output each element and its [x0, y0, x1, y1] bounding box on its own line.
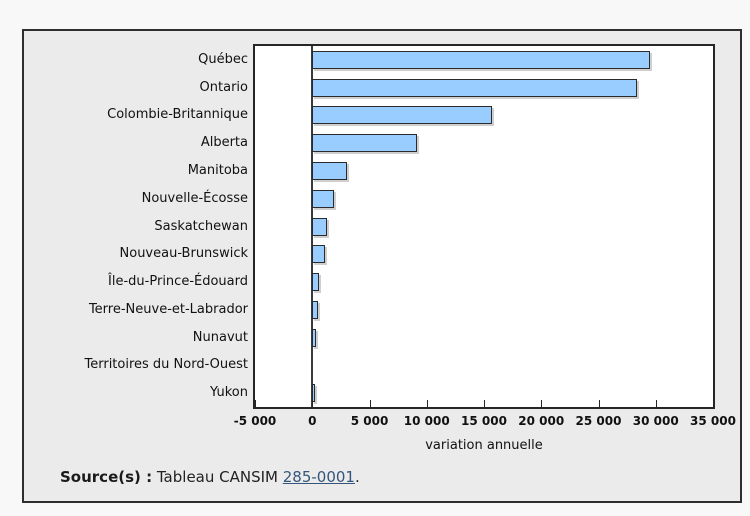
category-label: Québec: [198, 51, 248, 67]
x-axis-tick: [426, 400, 428, 407]
bar: [312, 300, 318, 319]
x-axis-tick: [255, 400, 256, 407]
x-axis-tick-label: -5 000: [233, 414, 277, 428]
x-axis-tick: [713, 400, 714, 407]
category-label: Yukon: [210, 385, 248, 401]
source-period: .: [354, 468, 360, 486]
category-label: Nouvelle-Écosse: [141, 190, 248, 206]
x-axis-tick-label: 0: [308, 414, 317, 428]
source-link[interactable]: 285-0001: [282, 468, 355, 486]
bar: [312, 245, 325, 264]
x-axis-tick-label: 35 000: [690, 414, 736, 428]
category-label: Alberta: [200, 135, 248, 151]
category-label: Ontario: [199, 79, 248, 95]
source-text: Tableau CANSIM: [152, 468, 283, 486]
chart-figure: Québec Ontario Colombie-Britannique Alberta…: [22, 29, 742, 503]
bar: [312, 328, 316, 347]
bar: [312, 161, 348, 180]
x-axis-title: variation annuelle: [425, 438, 543, 453]
x-axis-tick: [484, 400, 485, 407]
x-axis-tick-label: 5 000: [350, 414, 389, 428]
x-axis-tick-label: 20 000: [518, 414, 565, 428]
source-label: Source(s) :: [60, 468, 153, 486]
bar: [312, 384, 315, 403]
category-label: Nouveau-Brunswick: [119, 246, 248, 262]
category-label: Manitoba: [187, 162, 248, 178]
bar: [312, 106, 492, 125]
category-label: Terre-Neuve-et-Labrador: [88, 301, 248, 317]
x-axis-tick: [312, 400, 314, 407]
plot-area: [253, 44, 715, 409]
bar: [312, 189, 334, 208]
x-axis-tick: [369, 400, 371, 407]
bar: [312, 134, 418, 153]
bar: [312, 50, 650, 69]
x-axis-tick-label: 10 000: [403, 414, 450, 428]
bar: [312, 273, 320, 292]
x-axis-tick: [541, 400, 543, 407]
x-axis-tick: [655, 400, 657, 407]
category-label: Nunavut: [192, 329, 248, 345]
category-label: Île-du-Prince-Édouard: [108, 274, 248, 290]
x-axis-tick-label: 15 000: [461, 414, 507, 428]
bar: [312, 78, 638, 97]
x-axis-tick-label: 30 000: [632, 414, 679, 428]
category-label: Territoires du Nord-Ouest: [84, 357, 249, 373]
bar: [312, 217, 327, 236]
category-label: Colombie-Britannique: [107, 107, 248, 123]
x-axis-tick-label: 25 000: [575, 414, 622, 428]
x-axis-tick: [598, 400, 600, 407]
source-line: Source(s) : Tableau CANSIM 285-0001.: [60, 468, 360, 486]
category-label: Saskatchewan: [154, 218, 248, 234]
